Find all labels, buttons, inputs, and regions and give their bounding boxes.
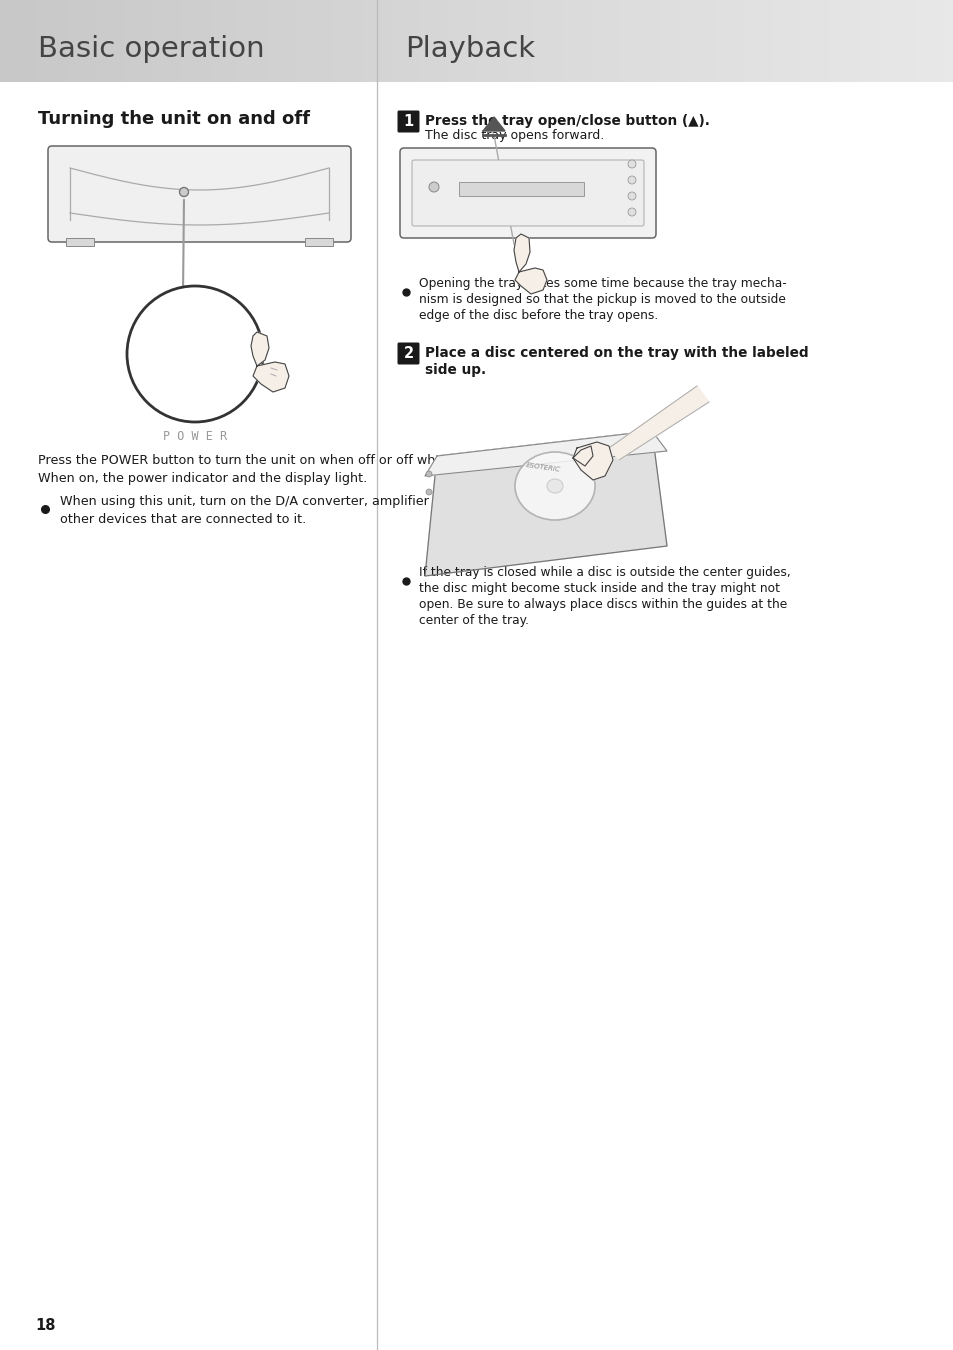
Polygon shape — [424, 431, 666, 477]
Circle shape — [127, 286, 263, 423]
Text: The disc tray opens forward.: The disc tray opens forward. — [424, 130, 603, 142]
Ellipse shape — [546, 479, 562, 493]
Text: P O W E R: P O W E R — [163, 431, 227, 443]
Circle shape — [627, 161, 636, 167]
Bar — [458, 182, 583, 196]
Text: Basic operation: Basic operation — [38, 35, 264, 63]
Text: Place a disc centered on the tray with the labeled: Place a disc centered on the tray with t… — [424, 346, 808, 360]
Circle shape — [627, 208, 636, 216]
Text: Opening the tray takes some time because the tray mecha-: Opening the tray takes some time because… — [418, 277, 786, 290]
Text: ESOTERIC: ESOTERIC — [525, 462, 560, 472]
Polygon shape — [482, 117, 504, 131]
Text: Playback: Playback — [405, 35, 535, 63]
Text: side up.: side up. — [424, 363, 486, 377]
Text: the disc might become stuck inside and the tray might not: the disc might become stuck inside and t… — [418, 582, 780, 595]
Circle shape — [426, 471, 432, 477]
Text: If the tray is closed while a disc is outside the center guides,: If the tray is closed while a disc is ou… — [418, 566, 790, 579]
Text: other devices that are connected to it.: other devices that are connected to it. — [60, 513, 306, 526]
Polygon shape — [253, 362, 289, 391]
Text: When using this unit, turn on the D/A converter, amplifier and: When using this unit, turn on the D/A co… — [60, 495, 456, 508]
Text: 2: 2 — [403, 346, 414, 360]
Polygon shape — [515, 269, 546, 294]
Text: edge of the disc before the tray opens.: edge of the disc before the tray opens. — [418, 309, 658, 323]
Text: open. Be sure to always place discs within the guides at the: open. Be sure to always place discs with… — [418, 598, 786, 612]
Text: Press the POWER button to turn the unit on when off or off when on.: Press the POWER button to turn the unit … — [38, 454, 475, 467]
Circle shape — [179, 188, 189, 197]
Text: 1: 1 — [403, 113, 414, 130]
Text: Turning the unit on and off: Turning the unit on and off — [38, 109, 310, 128]
Bar — [66, 238, 94, 246]
FancyBboxPatch shape — [397, 343, 419, 364]
Circle shape — [426, 489, 432, 495]
Circle shape — [429, 182, 438, 192]
Polygon shape — [573, 441, 613, 481]
Text: center of the tray.: center of the tray. — [418, 614, 529, 626]
Circle shape — [627, 176, 636, 184]
FancyBboxPatch shape — [399, 148, 656, 238]
Polygon shape — [573, 446, 593, 466]
Ellipse shape — [515, 452, 595, 520]
Polygon shape — [251, 332, 269, 366]
Polygon shape — [424, 431, 666, 576]
Polygon shape — [514, 234, 530, 271]
Text: Press the tray open/close button (▲).: Press the tray open/close button (▲). — [424, 115, 709, 128]
Circle shape — [627, 192, 636, 200]
FancyBboxPatch shape — [48, 146, 351, 242]
Text: nism is designed so that the pickup is moved to the outside: nism is designed so that the pickup is m… — [418, 293, 785, 306]
Polygon shape — [608, 386, 708, 460]
Text: When on, the power indicator and the display light.: When on, the power indicator and the dis… — [38, 472, 367, 485]
Bar — [305, 238, 333, 246]
FancyBboxPatch shape — [412, 161, 643, 225]
FancyBboxPatch shape — [397, 111, 419, 132]
Text: 18: 18 — [35, 1318, 55, 1332]
